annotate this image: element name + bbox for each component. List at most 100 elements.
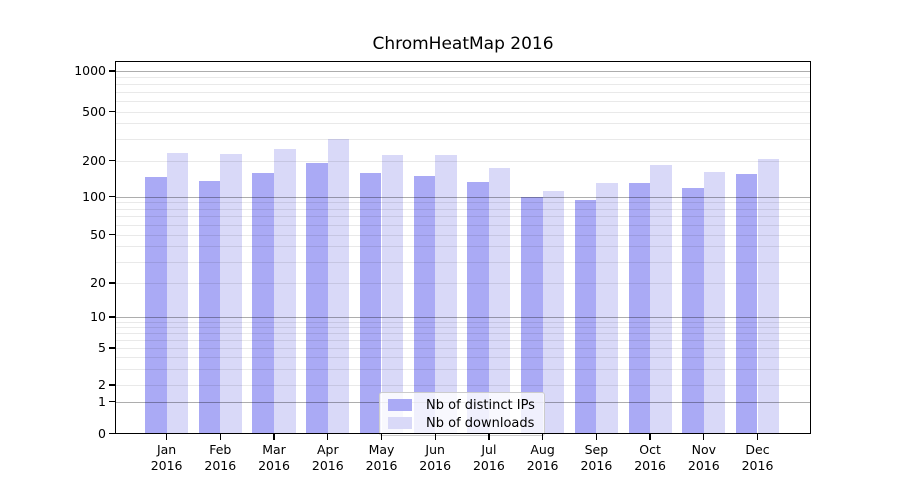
x-tick-label: Dec 2016 <box>731 442 785 474</box>
x-tick-label-line: Apr <box>316 442 339 457</box>
bar-downloads-jan-2016 <box>166 152 189 434</box>
x-tick-label-line: Oct <box>639 442 661 457</box>
x-tick-label-line: 2016 <box>526 458 559 473</box>
bar-ips-nov-2016 <box>682 187 704 434</box>
bar-ips-jul-2016 <box>467 182 489 434</box>
gridline-minor <box>115 246 811 248</box>
x-tick-label-line: Nov <box>691 442 716 457</box>
y-tick <box>109 432 115 435</box>
gridline-minor <box>115 208 811 210</box>
x-tick-label-line: 2016 <box>258 458 290 473</box>
x-tick-label: Aug 2016 <box>516 442 570 474</box>
bar-ips-may-2016 <box>359 172 382 434</box>
y-tick <box>109 347 115 349</box>
x-tick-label: Jul 2016 <box>462 442 516 474</box>
bar-ips-sep-2016 <box>574 199 597 434</box>
bar-ips-mar-2016 <box>252 173 274 434</box>
x-tick-label-line: 2016 <box>472 458 505 473</box>
x-tick-label: Jan 2016 <box>140 442 194 474</box>
bar-ips-apr-2016 <box>306 162 328 434</box>
x-tick <box>327 434 329 440</box>
legend-item-distinct-ips: Nb of distinct IPs <box>386 398 538 413</box>
gridline-minor <box>115 327 811 328</box>
gridline-minor <box>115 224 811 226</box>
y-tick-label: 50 <box>90 226 106 242</box>
x-tick-label-line: May <box>368 442 395 457</box>
gridline-minor <box>115 111 811 113</box>
gridline-minor <box>115 261 811 263</box>
gridline-minor <box>115 321 811 323</box>
x-tick-label: May 2016 <box>355 442 409 474</box>
x-tick <box>434 434 436 440</box>
x-tick-label-line: 2016 <box>365 458 398 473</box>
x-tick <box>703 434 705 440</box>
gridline-major <box>115 71 811 72</box>
x-tick-label-line: 2016 <box>419 458 452 473</box>
y-tick <box>109 400 115 403</box>
x-tick <box>219 434 221 440</box>
bar-downloads-may-2016 <box>381 154 404 434</box>
legend-label-distinct-ips: Nb of distinct IPs <box>426 397 535 413</box>
bar-ips-oct-2016 <box>628 182 651 434</box>
bar-downloads-oct-2016 <box>650 165 672 434</box>
x-tick-label-line: Jan <box>156 442 177 457</box>
x-tick-label-line: Dec <box>745 442 770 457</box>
bar-downloads-jun-2016 <box>435 155 457 434</box>
y-tick-label: 100 <box>82 188 106 204</box>
legend-swatch-downloads <box>388 417 412 429</box>
x-tick-label-line: 2016 <box>687 458 720 473</box>
plot-area <box>115 61 811 434</box>
x-tick-label-line: Jul <box>481 442 497 457</box>
gridline-minor <box>115 160 811 162</box>
bar-downloads-feb-2016 <box>220 154 242 434</box>
x-tick <box>165 434 168 440</box>
gridline-minor <box>115 368 811 370</box>
x-tick <box>756 434 759 440</box>
x-tick-label-line: Mar <box>262 442 286 457</box>
chart-title: ChromHeatMap 2016 <box>372 34 554 54</box>
y-tick-label: 1000 <box>74 63 106 78</box>
legend-label-downloads: Nb of downloads <box>426 415 535 431</box>
y-tick-label: 20 <box>90 275 106 290</box>
x-tick <box>380 434 383 440</box>
x-tick-label: Oct 2016 <box>623 442 677 474</box>
bar-downloads-mar-2016 <box>274 148 296 434</box>
y-tick <box>109 70 115 72</box>
x-tick-label: Jun 2016 <box>408 442 462 474</box>
x-tick-label-line: 2016 <box>634 458 666 473</box>
bar-downloads-jul-2016 <box>488 168 511 434</box>
x-tick-label-line: 2016 <box>311 458 344 473</box>
gridline-minor <box>115 77 811 79</box>
bar-downloads-nov-2016 <box>703 172 726 434</box>
x-tick <box>649 434 651 440</box>
gridline-minor <box>115 385 811 386</box>
bar-downloads-sep-2016 <box>596 182 618 434</box>
x-tick-label-line: 2016 <box>580 458 613 473</box>
y-tick <box>109 233 115 236</box>
y-tick-label: 5 <box>98 340 106 355</box>
x-tick-label-line: Aug <box>530 442 555 457</box>
bar-downloads-dec-2016 <box>757 159 780 434</box>
y-tick-label: 2 <box>98 377 106 392</box>
gridline-minor <box>115 357 811 358</box>
x-tick-label-line: 2016 <box>741 458 774 473</box>
y-tick-label: 10 <box>90 309 106 324</box>
bar-ips-feb-2016 <box>198 180 221 434</box>
y-tick <box>109 110 115 113</box>
legend-swatch-distinct-ips <box>388 399 412 411</box>
gridline-minor <box>115 234 811 236</box>
gridline-minor <box>115 84 811 85</box>
x-tick-label: Feb 2016 <box>193 442 247 474</box>
x-tick <box>273 434 275 440</box>
gridline-minor <box>115 91 811 93</box>
y-tick <box>109 316 115 318</box>
gridline-minor <box>115 100 811 102</box>
x-tick <box>595 434 598 440</box>
x-tick-label-line: 2016 <box>204 458 237 473</box>
x-tick-label-line: Jun <box>425 442 445 457</box>
legend-item-downloads: Nb of downloads <box>386 416 538 431</box>
x-tick-label-line: Sep <box>584 442 609 457</box>
x-tick-label: Sep 2016 <box>569 442 623 474</box>
y-tick-label: 0 <box>98 425 106 441</box>
